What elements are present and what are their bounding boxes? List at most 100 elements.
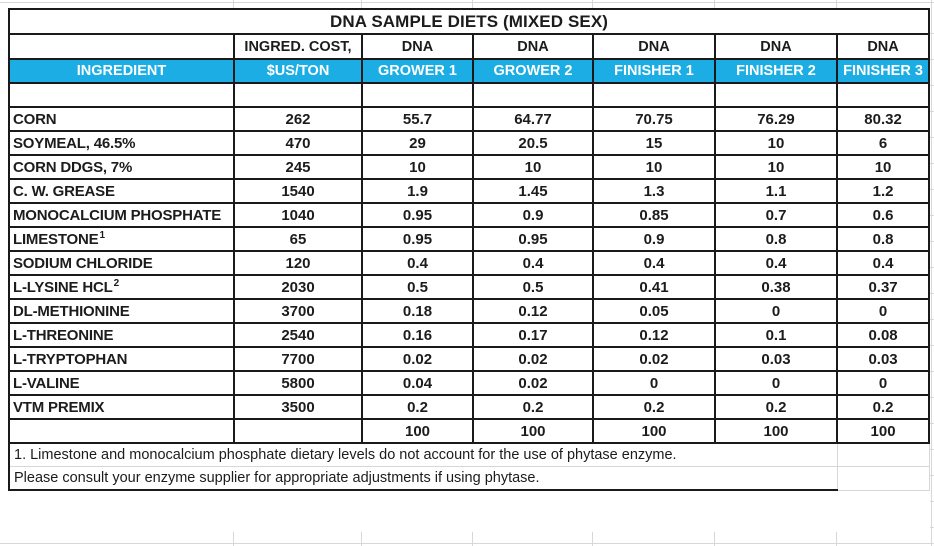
cost-cell: 1040 xyxy=(233,202,363,228)
value-cell: 20.5 xyxy=(472,130,594,156)
cost-cell: 120 xyxy=(233,250,363,276)
ingredient-cell: SOYMEAL, 46.5% xyxy=(8,130,235,156)
cost-cell: 5800 xyxy=(233,370,363,396)
value-cell: 0.7 xyxy=(714,202,838,228)
ingredient-label: MONOCALCIUM PHOSPHATE xyxy=(13,207,222,224)
header-row-top: INGRED. COST, DNA DNA DNA DNA DNA xyxy=(8,33,931,60)
ingredient-cell: CORN xyxy=(8,106,235,132)
cost-cell: 245 xyxy=(233,154,363,180)
total-cell: 100 xyxy=(361,418,474,444)
value-cell: 0 xyxy=(714,298,838,324)
ingredient-column-header: INGREDIENT xyxy=(8,58,235,84)
title-row: DNA SAMPLE DIETS (MIXED SEX) xyxy=(7,8,931,35)
cost-cell: 3500 xyxy=(233,394,363,420)
value-cell: 0.95 xyxy=(361,226,474,252)
cost-cell: 2030 xyxy=(233,274,363,300)
value-cell: 0.17 xyxy=(472,322,594,348)
diet-rows: CORN 262 55.7 64.77 70.75 76.29 80.32 SOYMEAL, … xyxy=(8,106,931,420)
ingredient-label: L-LYSINE HCL xyxy=(13,279,113,296)
value-cell: 0.05 xyxy=(592,298,716,324)
table-row: L-VALINE 5800 0.04 0.02 0 0 0 xyxy=(8,370,931,396)
sheet-gridline xyxy=(0,543,934,544)
sheet-gridline xyxy=(592,532,593,546)
value-cell: 0.6 xyxy=(835,202,931,228)
value-cell: 15 xyxy=(592,130,716,156)
footnote-row: Please consult your enzyme supplier for … xyxy=(8,466,930,491)
footnote-text-1: 1. Limestone and monocalcium phosphate d… xyxy=(8,442,838,467)
empty-cell xyxy=(592,82,716,108)
table-row: MONOCALCIUM PHOSPHATE 1040 0.95 0.9 0.85 0.7 0… xyxy=(8,202,931,228)
ingredient-label: CORN DDGS, 7% xyxy=(13,159,133,176)
sheet-gridline xyxy=(472,532,473,546)
sheet-gridline xyxy=(233,532,234,546)
sheet-gridline xyxy=(361,532,362,546)
value-cell: 0.8 xyxy=(714,226,838,252)
ingredient-label: DL-METHIONINE xyxy=(13,303,130,320)
ingredient-label: SOYMEAL, 46.5% xyxy=(13,135,136,152)
ingredient-cell: C. W. GREASE xyxy=(8,178,235,204)
value-cell: 0.12 xyxy=(592,322,716,348)
ingredient-cell: L-VALINE xyxy=(8,370,235,396)
diet-header-line2: GROWER 2 xyxy=(472,58,594,84)
sheet-gridline xyxy=(472,0,473,8)
empty-cell xyxy=(361,82,474,108)
totals-row: 100 100 100 100 100 xyxy=(8,418,931,444)
sheet-gridline xyxy=(714,0,715,8)
page-title: DNA SAMPLE DIETS (MIXED SEX) xyxy=(7,8,931,35)
cost-header-line2: $US/TON xyxy=(233,58,363,84)
value-cell: 0.16 xyxy=(361,322,474,348)
empty-cell xyxy=(836,442,930,467)
value-cell: 70.75 xyxy=(592,106,716,132)
value-cell: 0.5 xyxy=(361,274,474,300)
footnote-marker: 1 xyxy=(99,230,105,241)
ingredient-cell: L-TRYPTOPHAN xyxy=(8,346,235,372)
table-row: VTM PREMIX 3500 0.2 0.2 0.2 0.2 0.2 xyxy=(8,394,931,420)
value-cell: 0.9 xyxy=(592,226,716,252)
value-cell: 0.03 xyxy=(714,346,838,372)
diet-header-line2: FINISHER 1 xyxy=(592,58,716,84)
value-cell: 0.4 xyxy=(714,250,838,276)
value-cell: 10 xyxy=(714,154,838,180)
table-row: C. W. GREASE 1540 1.9 1.45 1.3 1.1 1.2 xyxy=(8,178,931,204)
total-cell: 100 xyxy=(714,418,838,444)
value-cell: 1.1 xyxy=(714,178,838,204)
table-row: CORN DDGS, 7% 245 10 10 10 10 10 xyxy=(8,154,931,180)
ingredient-label: LIMESTONE xyxy=(13,231,99,248)
ingredient-cell: SODIUM CHLORIDE xyxy=(8,250,235,276)
ingredient-label: L-THREONINE xyxy=(13,327,114,344)
value-cell: 10 xyxy=(714,130,838,156)
sheet-gridline xyxy=(592,0,593,8)
value-cell: 10 xyxy=(835,154,931,180)
sheet-gridline xyxy=(714,532,715,546)
value-cell: 0.02 xyxy=(361,346,474,372)
value-cell: 0.38 xyxy=(714,274,838,300)
ingredient-label: C. W. GREASE xyxy=(13,183,115,200)
value-cell: 0 xyxy=(835,370,931,396)
cost-cell: 1540 xyxy=(233,178,363,204)
sheet-gridline xyxy=(233,0,234,8)
ingredient-label: L-VALINE xyxy=(13,375,80,392)
sheet-gridline xyxy=(930,8,934,530)
sheet-gridline xyxy=(836,532,837,546)
empty-cell xyxy=(8,418,235,444)
value-cell: 0.37 xyxy=(835,274,931,300)
total-cell: 100 xyxy=(835,418,931,444)
cost-header-line1: INGRED. COST, xyxy=(233,33,363,60)
value-cell: 0.95 xyxy=(472,226,594,252)
empty-cell xyxy=(233,418,363,444)
value-cell: 0.04 xyxy=(361,370,474,396)
cost-cell: 262 xyxy=(233,106,363,132)
footnote-text-2: Please consult your enzyme supplier for … xyxy=(8,466,838,491)
table-row: DL-METHIONINE 3700 0.18 0.12 0.05 0 0 xyxy=(8,298,931,324)
value-cell: 0.02 xyxy=(472,346,594,372)
value-cell: 29 xyxy=(361,130,474,156)
value-cell: 10 xyxy=(472,154,594,180)
empty-cell xyxy=(233,82,363,108)
diet-header-line1: DNA xyxy=(835,33,931,60)
value-cell: 0.95 xyxy=(361,202,474,228)
empty-cell xyxy=(8,82,235,108)
ingredient-label: CORN xyxy=(13,111,57,128)
diet-header-line1: DNA xyxy=(472,33,594,60)
sheet-gridline xyxy=(0,2,934,3)
